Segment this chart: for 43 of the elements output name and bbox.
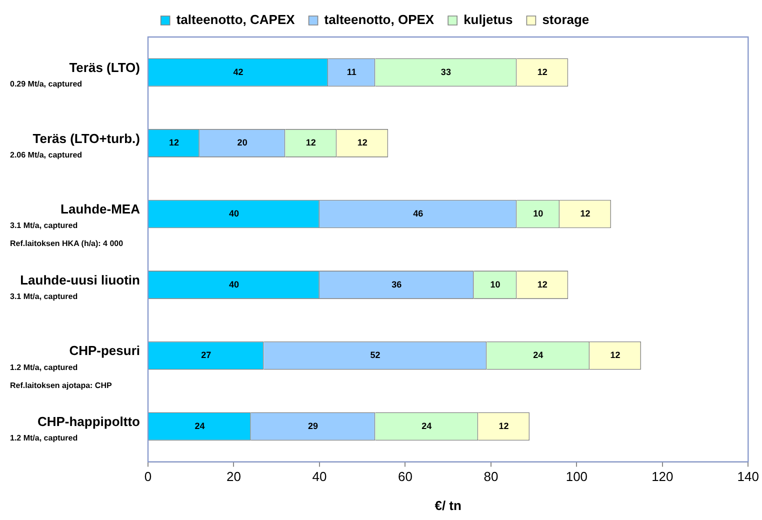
data-label: 33 bbox=[440, 66, 451, 77]
data-label: 42 bbox=[233, 66, 244, 77]
legend-label: talteenotto, CAPEX bbox=[176, 12, 296, 28]
data-label: 27 bbox=[201, 350, 212, 360]
data-label: 11 bbox=[346, 66, 356, 77]
x-tick-label: 20 bbox=[226, 469, 241, 484]
data-label: 12 bbox=[537, 279, 548, 290]
data-label: 40 bbox=[228, 208, 239, 218]
data-label: 24 bbox=[533, 350, 544, 360]
y-tick-label: CHP-pesuri 1.2 Mt/a, captured Ref.laitoksen ajotapa: CHP bbox=[10, 343, 140, 390]
data-label: 36 bbox=[392, 279, 402, 290]
data-label: 12 bbox=[357, 138, 368, 148]
y-tick-label: CHP-happipoltto 1.2 Mt/a, captured bbox=[10, 414, 140, 443]
y-tick-label: Lauhde-MEA 3.1 Mt/a, captured Ref.laitoksen HKA (h/a): 4 000 bbox=[10, 202, 141, 248]
x-tick-label: 40 bbox=[312, 469, 327, 484]
x-tick-label: 140 bbox=[737, 469, 760, 484]
data-label: 20 bbox=[237, 138, 248, 148]
x-tick-label: 0 bbox=[144, 469, 152, 484]
x-axis-title: €/ tn bbox=[434, 498, 462, 513]
data-label: 52 bbox=[370, 350, 380, 360]
data-label: 12 bbox=[498, 420, 509, 431]
data-label: 12 bbox=[306, 138, 316, 148]
data-label: 24 bbox=[194, 420, 205, 431]
x-tick-label: 100 bbox=[566, 469, 588, 484]
x-tick-label: 60 bbox=[398, 469, 412, 484]
y-tick-label: Teräs (LTO+turb.) 2.06 Mt/a, captured bbox=[10, 130, 140, 160]
data-label: 12 bbox=[537, 66, 548, 77]
x-tick-label: 120 bbox=[652, 469, 674, 484]
data-label: 10 bbox=[490, 279, 500, 290]
data-label: 46 bbox=[413, 208, 424, 218]
x-tick-label: 80 bbox=[484, 469, 498, 484]
data-label: 10 bbox=[533, 208, 544, 218]
data-label: 12 bbox=[580, 208, 590, 218]
y-tick-label: Teräs (LTO) 0.29 Mt/a, captured bbox=[10, 60, 140, 89]
data-label: 29 bbox=[308, 420, 318, 431]
data-label: 12 bbox=[610, 350, 620, 360]
data-label: 12 bbox=[168, 138, 179, 148]
legend-label: talteenotto, OPEX bbox=[324, 12, 434, 28]
legend-label: kuljetus bbox=[464, 12, 513, 28]
data-label: 24 bbox=[422, 420, 432, 431]
y-tick-label: Lauhde-uusi liuotin 3.1 Mt/a, captured bbox=[10, 272, 140, 302]
legend-label: storage bbox=[542, 12, 590, 28]
data-label: 40 bbox=[228, 279, 239, 290]
